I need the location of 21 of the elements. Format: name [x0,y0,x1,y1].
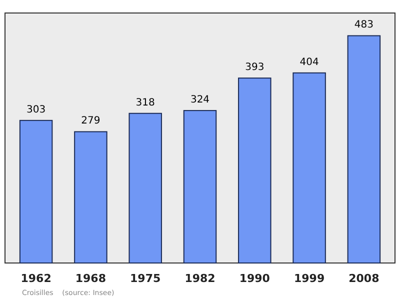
x-tick-label: 1975 [130,272,161,285]
bar [128,112,162,264]
bar [183,110,217,264]
bar [238,78,272,264]
data-label: 393 [245,62,264,74]
x-tick-label: 1999 [294,272,325,285]
x-tick-label: 2008 [348,272,380,285]
bar [19,120,53,264]
x-tick-label: 1990 [239,272,270,285]
data-label: 279 [81,116,100,127]
data-label: 324 [190,94,210,106]
x-tick-label: 1962 [20,272,52,285]
data-label: 303 [26,104,46,116]
bar [74,131,108,264]
bar [292,72,326,264]
data-label: 404 [300,56,319,68]
bar [347,35,381,264]
x-tick-label: 1982 [184,272,216,285]
data-label: 483 [354,20,374,31]
x-tick-label: 1968 [75,272,106,285]
data-label: 318 [136,97,155,108]
